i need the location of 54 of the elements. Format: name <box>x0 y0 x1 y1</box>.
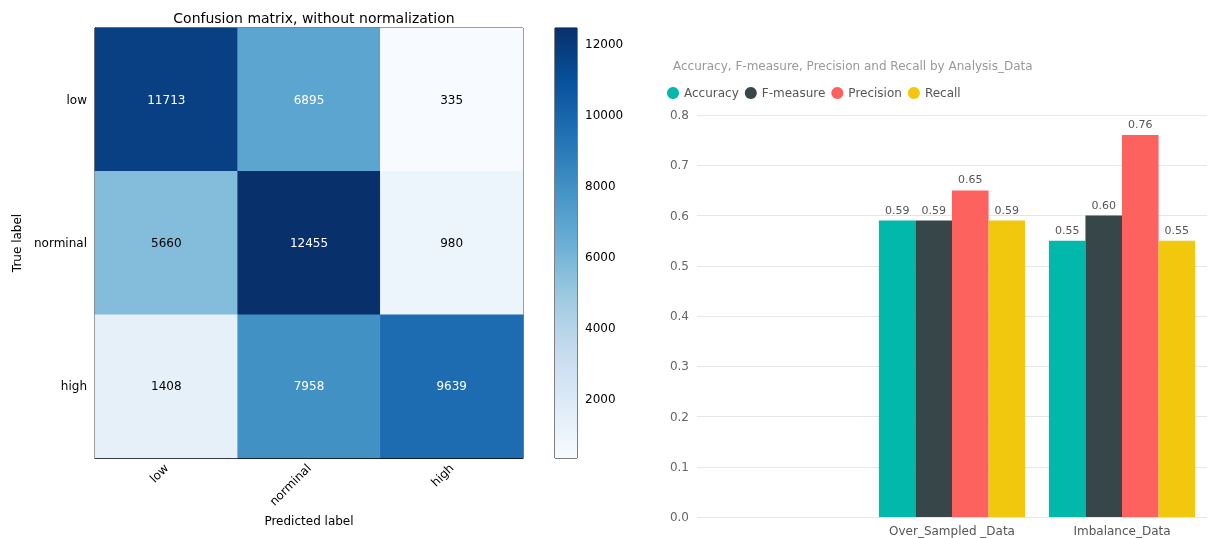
y-tick-label: 0.2 <box>669 409 689 424</box>
data-label: 0.59 <box>921 203 946 217</box>
data-label: 1408 <box>151 379 182 394</box>
chart-title: Confusion matrix, without normalization <box>173 10 455 26</box>
bar <box>1085 215 1122 517</box>
data-label: 5660 <box>151 236 182 250</box>
color-bar-label: 2000 <box>585 391 616 406</box>
data-label: 0.55 <box>1164 223 1190 237</box>
data-label: 7958 <box>293 379 325 394</box>
color-bar-label: 4000 <box>585 320 616 335</box>
y-tick-label: high <box>60 379 87 394</box>
color-bar-label: 6000 <box>585 250 616 265</box>
y-tick-label: 0.3 <box>669 359 689 374</box>
y-tick-label: 0.1 <box>669 459 689 474</box>
data-label: 980 <box>440 236 464 250</box>
data-label: 0.60 <box>1091 198 1116 212</box>
y-tick-label: 0.8 <box>669 108 689 122</box>
legend-label: F-measure <box>761 86 826 100</box>
bar <box>952 190 989 517</box>
legend-label: Recall <box>924 86 961 100</box>
data-label: 0.65 <box>958 173 983 187</box>
data-label: 0.76 <box>1128 118 1153 132</box>
data-label: 0.55 <box>1054 223 1080 237</box>
data-label: 11713 <box>147 92 186 107</box>
color-bar-label: 12000 <box>585 37 624 52</box>
bar <box>1122 135 1159 517</box>
x-tick-label: Imbalance_Data <box>1073 524 1171 538</box>
y-tick-label: 0.0 <box>669 510 689 524</box>
data-label: 12455 <box>289 236 329 250</box>
bar <box>1158 240 1196 517</box>
y-tick-label: 0.4 <box>669 309 689 323</box>
chart-title: Accuracy, F-measure, Precision and Recall by Analysis_Data <box>673 59 1033 73</box>
data-label: 9639 <box>436 379 467 394</box>
bar <box>915 220 952 517</box>
data-label: 0.59 <box>994 203 1020 217</box>
color-bar-label: 8000 <box>585 179 616 194</box>
y-tick-label: low <box>66 92 88 107</box>
bar <box>878 220 916 517</box>
x-axis-title: Predicted label <box>264 513 354 528</box>
y-tick-label: norminal <box>34 236 87 250</box>
x-tick-label: Over_Sampled _Data <box>889 524 1015 538</box>
legend-label: Precision <box>848 86 902 100</box>
bar <box>988 220 1026 517</box>
data-label: 0.59 <box>884 203 910 217</box>
color-bar-label: 10000 <box>585 108 624 123</box>
legend-label: Accuracy <box>684 86 739 100</box>
data-label: 335 <box>440 92 464 107</box>
y-tick-label: 0.5 <box>669 258 689 273</box>
y-axis-title: True label <box>10 213 25 274</box>
data-label: 6895 <box>293 92 325 107</box>
bar <box>1048 240 1086 517</box>
x-tick-label: low <box>146 460 172 486</box>
y-tick-label: 0.6 <box>669 208 689 223</box>
y-tick-label: 0.7 <box>669 158 689 173</box>
